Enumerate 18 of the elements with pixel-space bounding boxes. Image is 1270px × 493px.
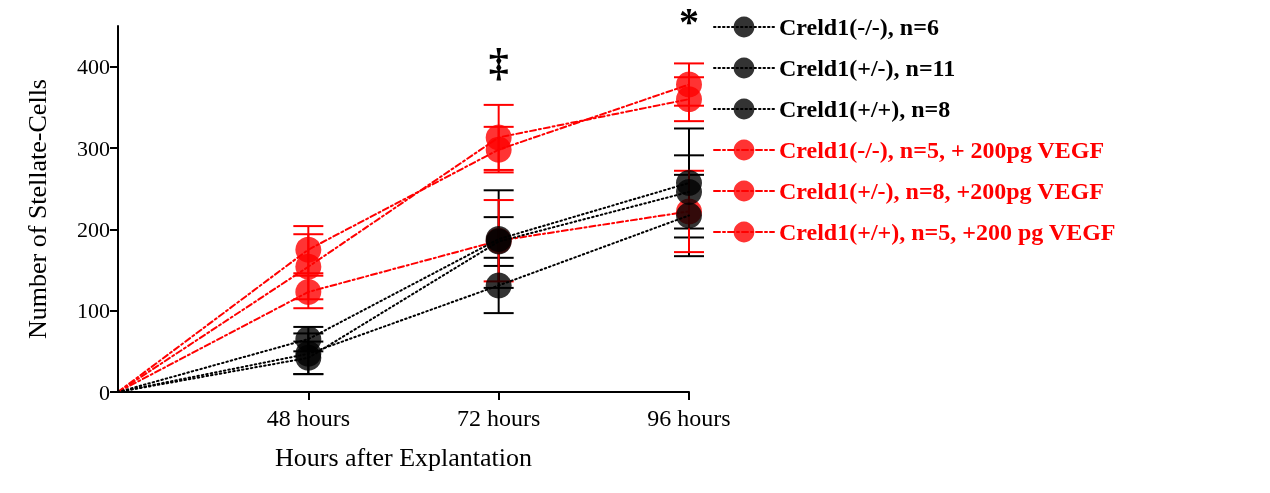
legend-label: Creld1(+/+), n=5, +200 pg VEGF bbox=[779, 219, 1116, 245]
y-tick-label: 0 bbox=[99, 379, 110, 405]
y-tick-label: 100 bbox=[77, 298, 110, 324]
legend-label: Creld1(-/-), n=6 bbox=[779, 14, 939, 40]
legend-label: Creld1(+/-), n=11 bbox=[779, 55, 956, 81]
x-tick-label: 96 hours bbox=[647, 405, 731, 431]
y-tick-label: 200 bbox=[77, 216, 110, 242]
x-tick-label: 48 hours bbox=[266, 405, 351, 431]
legend-label: Creld1(+/+), n=8 bbox=[779, 96, 951, 122]
x-axis-title: Hours after Explantation bbox=[274, 442, 533, 472]
y-tick-label: 300 bbox=[77, 135, 110, 161]
y-tick-label: 400 bbox=[77, 54, 110, 80]
annotation: ‡ bbox=[488, 40, 509, 86]
legend-label: Creld1(-/-), n=5, + 200pg VEGF bbox=[779, 137, 1105, 163]
legend-label: Creld1(+/-), n=8, +200pg VEGF bbox=[779, 178, 1104, 204]
annotation: * bbox=[679, 0, 699, 44]
x-tick-label: 72 hours bbox=[456, 405, 541, 431]
y-axis-title: Number of Stellate-Cells bbox=[22, 79, 52, 339]
